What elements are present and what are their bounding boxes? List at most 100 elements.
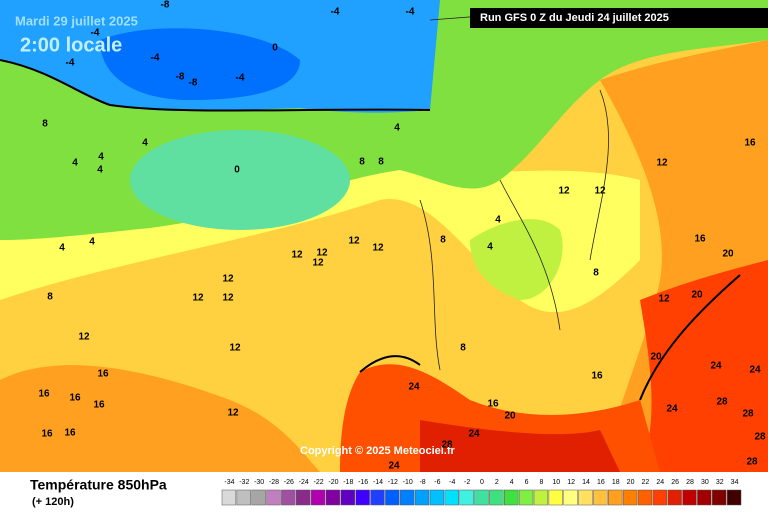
contour-label: 4: [394, 123, 400, 134]
hot-area: [420, 420, 620, 472]
legend-swatch: [266, 489, 281, 506]
legend-label: 6: [525, 479, 529, 486]
legend-swatch: [340, 489, 355, 506]
cold-area: [100, 28, 300, 100]
contour-label: 12: [312, 258, 324, 269]
contour-label: 28: [742, 409, 754, 420]
legend-swatch: [667, 489, 682, 506]
legend-label: 14: [582, 479, 590, 486]
contour-label: 12: [594, 186, 606, 197]
legend-swatch: [622, 489, 638, 506]
contour-label: 12: [222, 293, 234, 304]
contour-label: 8: [359, 157, 365, 168]
cool-area: [470, 219, 563, 300]
legend-swatch: [548, 489, 563, 506]
cold-area: [130, 130, 350, 230]
legend-swatch: [400, 489, 415, 506]
contour-label: 8: [440, 235, 446, 246]
legend-label: -12: [388, 479, 398, 486]
contour-label: 16: [97, 369, 109, 380]
legend-label: -20: [328, 479, 338, 486]
legend-swatch: [712, 489, 727, 506]
contour-label: 12: [222, 274, 234, 285]
contour-label: 4: [59, 243, 65, 254]
legend-swatch: [429, 489, 445, 506]
contour-label: 12: [192, 293, 204, 304]
contour-label: 16: [69, 393, 81, 404]
copyright: Copyright © 2025 Meteociel.fr: [300, 445, 456, 457]
contour-label: 12: [658, 294, 670, 305]
contour-label: -8: [176, 72, 185, 83]
legend-label: 0: [480, 479, 484, 486]
contour-label: 24: [388, 461, 400, 472]
contour-label: 12: [656, 158, 668, 169]
contour-label: 8: [593, 268, 599, 279]
legend-swatch: [414, 489, 430, 506]
legend-swatch: [251, 489, 266, 506]
legend-swatch: [236, 489, 251, 506]
legend-label: -18: [343, 479, 353, 486]
run-box: [470, 8, 768, 28]
contour-label: 8: [47, 292, 53, 303]
contour-label: 0: [272, 43, 278, 54]
contour-label: 8: [42, 119, 48, 130]
contour-label: 12: [372, 243, 384, 254]
legend-label: -10: [403, 479, 413, 486]
contour-label: 28: [716, 397, 728, 408]
legend-label: -28: [269, 479, 279, 486]
contour-label: -4: [66, 58, 75, 69]
legend-label: 2: [495, 479, 499, 486]
legend-label: 30: [701, 479, 709, 486]
mild-area: [0, 170, 640, 313]
legend-swatch: [593, 489, 608, 506]
legend-label: 34: [731, 479, 739, 486]
legend-label: -30: [254, 479, 264, 486]
legend-label: 16: [597, 479, 605, 486]
legend-swatch: [474, 489, 489, 506]
contour-label: 12: [227, 408, 239, 419]
contour-label: 16: [64, 428, 76, 439]
legend-swatch: [533, 489, 549, 506]
contour-label: -4: [91, 28, 100, 39]
contour-label: 24: [666, 404, 678, 415]
warm-area: [0, 365, 320, 472]
legend-label: -14: [373, 479, 383, 486]
legend-swatch: [296, 489, 311, 506]
legend-label: -8: [419, 479, 425, 486]
local-time: 2:00 locale: [20, 34, 122, 56]
isotherm: [0, 59, 431, 112]
legend-label: 32: [716, 479, 724, 486]
legend-label: 28: [686, 479, 694, 486]
contour-label: 20: [650, 352, 662, 363]
date: Mardi 29 juillet 2025: [15, 13, 138, 28]
legend-swatch: [578, 489, 593, 506]
contour-label: 20: [691, 290, 703, 301]
contour-label: 16: [744, 138, 756, 149]
legend-label: 20: [627, 479, 635, 486]
footer-title: Température 850hPa: [30, 477, 167, 493]
legend-label: -32: [239, 479, 249, 486]
contour-label: -4: [331, 7, 340, 18]
contour-label: -4: [151, 53, 160, 64]
contour-label: 8: [460, 343, 466, 354]
legend-swatch: [504, 489, 519, 506]
contour-label: 16: [694, 234, 706, 245]
legend-label: -26: [284, 479, 294, 486]
contour-label: 24: [749, 365, 761, 376]
isotherm: [359, 274, 741, 401]
contour-label: 4: [495, 215, 501, 226]
legend-label: 24: [656, 479, 664, 486]
legend-swatch: [682, 489, 697, 506]
legend-label: 8: [539, 479, 543, 486]
legend-swatch: [355, 489, 370, 506]
legend-swatch: [608, 489, 623, 506]
contour-label: 16: [487, 399, 499, 410]
legend-label: -22: [314, 479, 324, 486]
legend-swatch: [281, 489, 296, 506]
contour-label: 4: [72, 158, 78, 169]
run-info: Run GFS 0 Z du Jeudi 24 juillet 2025: [480, 12, 669, 24]
contour-label: 4: [98, 152, 104, 163]
legend-swatch: [697, 489, 712, 506]
